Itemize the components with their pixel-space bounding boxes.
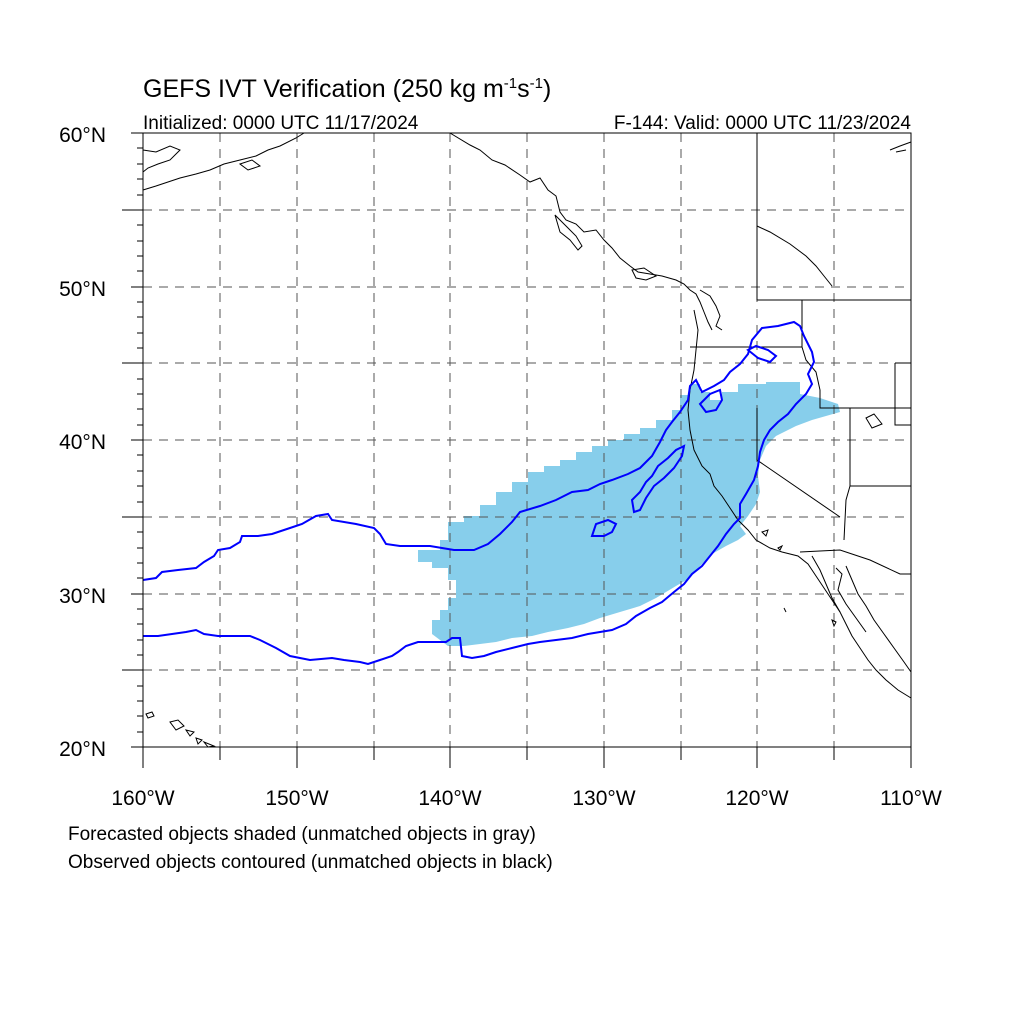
observed-object-main [142,320,816,666]
init-time-label: Initialized: 0000 UTC 11/17/2024 [143,113,419,134]
lon-label-160w: 160°W [111,787,174,810]
longitude-labels: 160°W 150°W 140°W 130°W 120°W 110°W [111,787,942,810]
lat-label-50n: 50°N [59,278,106,301]
map-panel [142,132,912,748]
lat-lon-grid [143,133,911,747]
axis-ticks [122,132,912,768]
footnote-forecast: Forecasted objects shaded (unmatched obj… [68,824,536,845]
lat-label-60n: 60°N [59,124,106,147]
valid-time-label: F-144: Valid: 0000 UTC 11/23/2024 [614,113,912,134]
lon-label-130w: 130°W [572,787,635,810]
lon-label-140w: 140°W [418,787,481,810]
footnote-observed: Observed objects contoured (unmatched ob… [68,852,553,873]
lat-label-30n: 30°N [59,585,106,608]
latitude-labels: 60°N 50°N 40°N 30°N 20°N [59,124,106,761]
observed-object-inner-3 [698,388,724,414]
figure-title: GEFS IVT Verification (250 kg m-1s-1) [143,75,551,103]
observed-object-contours [142,320,816,666]
observed-object-inner-4 [746,344,778,364]
coastlines-and-borders [142,132,912,748]
observed-object-inner-1 [630,444,686,514]
lat-label-20n: 20°N [59,738,106,761]
lat-label-40n: 40°N [59,431,106,454]
lon-label-110w: 110°W [880,787,942,810]
forecast-object-shading [418,382,840,646]
observed-object-inner-2 [590,518,618,537]
lon-label-120w: 120°W [725,787,788,810]
lon-label-150w: 150°W [265,787,328,810]
